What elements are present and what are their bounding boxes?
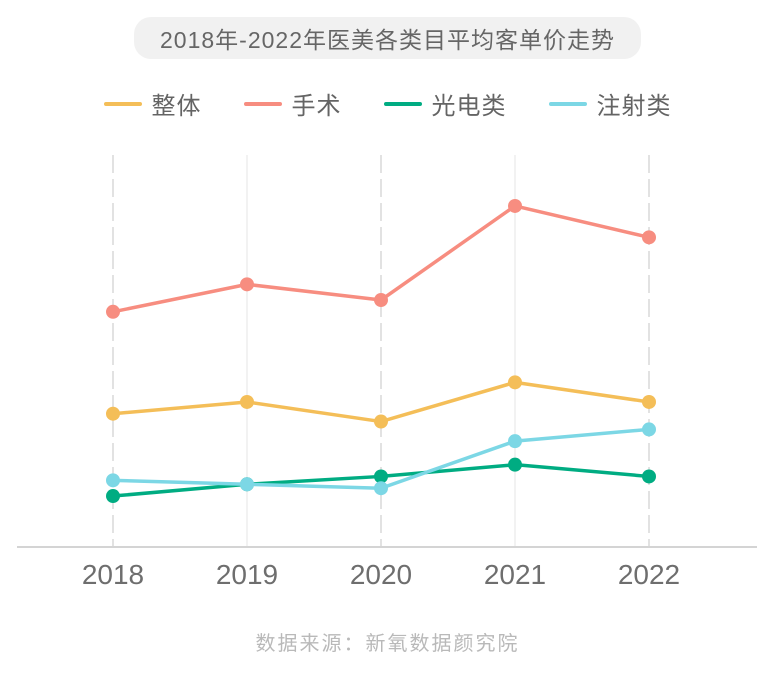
x-tick-label: 2018 (82, 559, 144, 590)
data-point-光电类-2022[interactable] (642, 469, 656, 484)
legend-line-swatch-icon (548, 101, 587, 106)
data-point-手术-2018[interactable] (106, 304, 120, 319)
data-point-光电类-2020[interactable] (374, 469, 388, 484)
data-point-手术-2021[interactable] (508, 198, 522, 213)
data-point-注射类-2019[interactable] (240, 477, 254, 492)
legend-item-photoelectric[interactable]: 光电类 (383, 86, 507, 121)
data-point-手术-2019[interactable] (240, 277, 254, 292)
chart-legend: 整体 手术 光电类 注射类 (0, 86, 775, 121)
data-point-注射类-2020[interactable] (374, 481, 388, 496)
legend-line-swatch-icon (243, 101, 282, 106)
x-tick-label: 2021 (484, 559, 546, 590)
data-source-note: 数据来源：新氧数据颜究院 (255, 633, 520, 655)
data-point-手术-2022[interactable] (642, 230, 656, 245)
legend-label: 注射类 (596, 93, 672, 120)
legend-item-overall[interactable]: 整体 (103, 86, 202, 121)
legend-label: 手术 (291, 93, 342, 120)
data-point-注射类-2021[interactable] (508, 434, 522, 449)
chart-title-row: 2018年-2022年医美各类目平均客单价走势 (0, 17, 775, 59)
legend-line-swatch-icon (103, 101, 142, 106)
legend-label: 整体 (151, 93, 202, 120)
data-point-注射类-2022[interactable] (642, 422, 656, 437)
legend-item-injection[interactable]: 注射类 (548, 86, 672, 121)
data-point-整体-2022[interactable] (642, 394, 656, 409)
data-point-整体-2018[interactable] (106, 406, 120, 421)
data-point-整体-2021[interactable] (508, 375, 522, 390)
x-tick-label: 2022 (618, 559, 680, 590)
data-point-整体-2020[interactable] (374, 414, 388, 429)
legend-item-surgery[interactable]: 手术 (243, 86, 342, 121)
chart-title: 2018年-2022年医美各类目平均客单价走势 (134, 17, 641, 59)
x-tick-label: 2019 (216, 559, 278, 590)
legend-label: 光电类 (431, 93, 507, 120)
data-point-光电类-2018[interactable] (106, 489, 120, 504)
legend-line-swatch-icon (383, 101, 422, 106)
data-point-手术-2020[interactable] (374, 293, 388, 308)
data-point-注射类-2018[interactable] (106, 473, 120, 488)
data-point-光电类-2021[interactable] (508, 457, 522, 472)
data-point-整体-2019[interactable] (240, 394, 254, 409)
x-tick-label: 2020 (350, 559, 412, 590)
